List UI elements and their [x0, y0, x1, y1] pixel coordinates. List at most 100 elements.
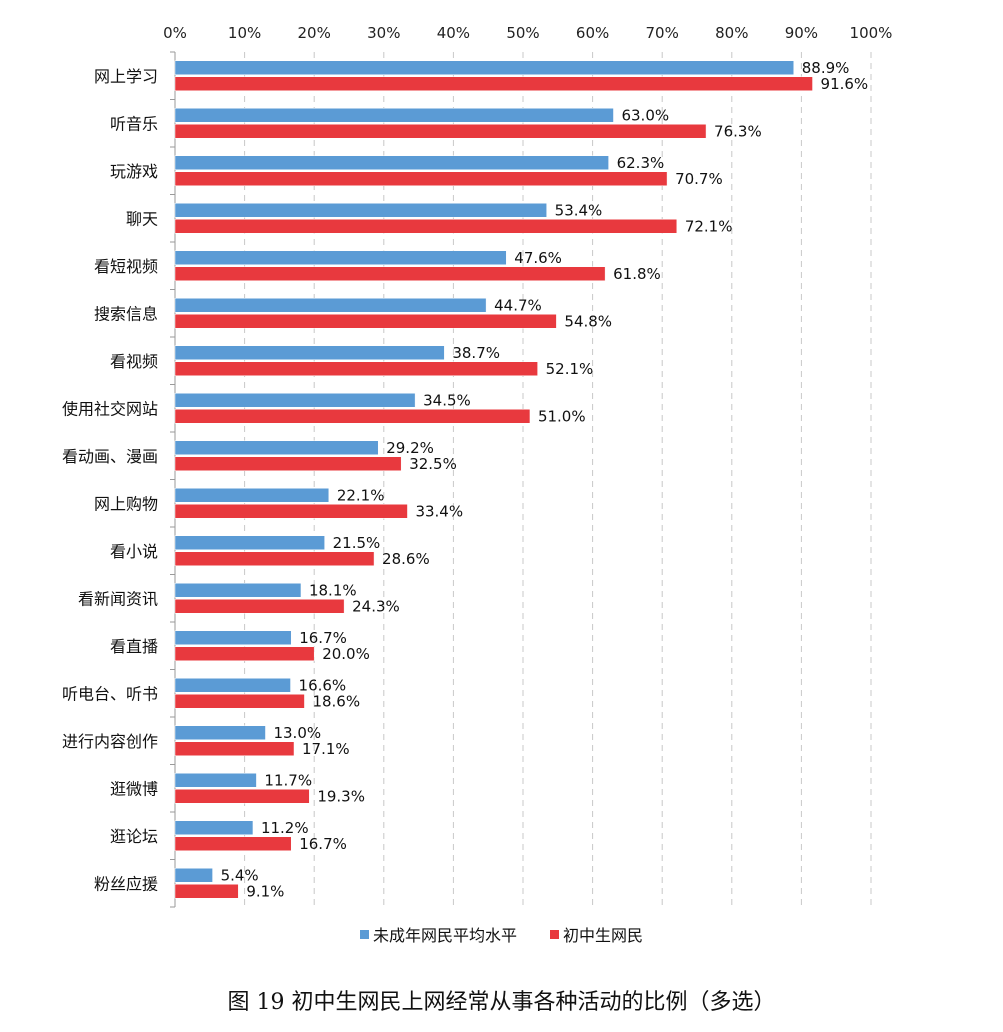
- category-label: 使用社交网站: [62, 399, 158, 418]
- category-label: 网上购物: [94, 494, 158, 513]
- bar-junior: [174, 694, 305, 709]
- value-label-average: 13.0%: [273, 724, 321, 742]
- bar-average: [174, 725, 266, 740]
- category-label: 看新闻资讯: [78, 589, 158, 608]
- value-label-average: 63.0%: [621, 106, 669, 124]
- value-label-junior: 33.4%: [415, 502, 463, 520]
- category-label: 进行内容创作: [62, 732, 158, 751]
- value-label-junior: 9.1%: [246, 882, 284, 900]
- x-tick-label: 40%: [437, 24, 470, 42]
- bar-chart: 0% 10% 20% 30% 40% 50% 60% 70% 80% 90% 100% 网上学习 88.…: [62, 24, 893, 908]
- value-label-junior: 32.5%: [409, 455, 457, 473]
- legend-item-average: 未成年网民平均水平: [359, 922, 517, 946]
- value-label-average: 38.7%: [452, 344, 500, 362]
- value-label-junior: 19.3%: [317, 787, 365, 805]
- legend: 未成年网民平均水平 初中生网民: [0, 922, 1003, 946]
- value-label-average: 34.5%: [423, 391, 471, 409]
- category-label: 玩游戏: [110, 162, 158, 181]
- value-label-junior: 51.0%: [538, 407, 586, 425]
- value-label-junior: 18.6%: [312, 692, 360, 710]
- bar-average: [174, 440, 379, 455]
- x-tick-label: 10%: [228, 24, 261, 42]
- value-label-junior: 76.3%: [714, 122, 762, 140]
- value-label-average: 11.2%: [261, 819, 309, 837]
- category-label: 逛微博: [110, 779, 158, 798]
- value-label-average: 88.9%: [802, 59, 850, 77]
- bar-average: [174, 773, 257, 788]
- category-label: 看短视频: [94, 257, 158, 276]
- x-tick-label: 90%: [785, 24, 818, 42]
- value-label-average: 53.4%: [555, 201, 603, 219]
- x-tick-label: 100%: [850, 24, 893, 42]
- bar-average: [174, 298, 487, 313]
- bar-average: [174, 203, 547, 218]
- category-label: 听音乐: [110, 114, 158, 133]
- value-label-junior: 70.7%: [675, 170, 723, 188]
- bar-junior: [174, 124, 707, 139]
- value-label-junior: 72.1%: [685, 217, 733, 235]
- bar-junior: [174, 314, 557, 329]
- bar-junior: [174, 599, 345, 614]
- bar-junior: [174, 266, 606, 281]
- bar-average: [174, 535, 325, 550]
- bar-average: [174, 108, 614, 123]
- bar-junior: [174, 884, 239, 899]
- value-label-junior: 16.7%: [299, 835, 347, 853]
- value-label-average: 44.7%: [494, 296, 542, 314]
- value-label-junior: 17.1%: [302, 740, 350, 758]
- category-label: 粉丝应援: [94, 874, 158, 893]
- legend-label-average: 未成年网民平均水平: [372, 926, 517, 945]
- x-tick-label: 80%: [715, 24, 748, 42]
- category-label: 搜索信息: [94, 304, 158, 323]
- value-label-junior: 20.0%: [322, 645, 370, 663]
- value-label-average: 62.3%: [617, 154, 665, 172]
- figure-caption: 图 19 初中生网民上网经常从事各种活动的比例（多选）: [227, 990, 776, 1015]
- bar-junior: [174, 219, 678, 234]
- bar-junior: [174, 741, 295, 756]
- bar-junior: [174, 836, 292, 851]
- legend-swatch-junior: [550, 929, 560, 939]
- legend-label-junior: 初中生网民: [563, 926, 644, 945]
- bar-average: [174, 393, 416, 408]
- x-tick-label: 60%: [576, 24, 609, 42]
- x-tick-label: 0%: [163, 24, 187, 42]
- value-label-average: 5.4%: [221, 866, 259, 884]
- bar-junior: [174, 409, 531, 424]
- value-label-junior: 24.3%: [352, 597, 400, 615]
- value-label-average: 29.2%: [386, 439, 434, 457]
- value-label-average: 16.7%: [299, 629, 347, 647]
- bar-junior: [174, 456, 402, 471]
- bar-average: [174, 155, 609, 170]
- category-label: 听电台、听书: [62, 684, 158, 703]
- bar-junior: [174, 646, 315, 661]
- x-tick-label: 50%: [506, 24, 539, 42]
- bar-average: [174, 250, 507, 265]
- value-label-junior: 61.8%: [613, 265, 661, 283]
- value-label-junior: 54.8%: [564, 312, 612, 330]
- bar-average: [174, 345, 445, 360]
- value-label-average: 18.1%: [309, 581, 357, 599]
- category-label: 网上学习: [94, 67, 158, 86]
- bar-junior: [174, 361, 538, 376]
- bar-average: [174, 868, 213, 883]
- category-label: 聊天: [126, 209, 158, 228]
- category-label: 看直播: [110, 637, 158, 656]
- legend-swatch-average: [359, 929, 369, 939]
- value-label-junior: 52.1%: [546, 360, 594, 378]
- value-label-average: 47.6%: [514, 249, 562, 267]
- bar-average: [174, 488, 330, 503]
- category-label: 看小说: [110, 542, 158, 561]
- x-tick-label: 70%: [646, 24, 679, 42]
- value-label-junior: 91.6%: [821, 75, 869, 93]
- bar-junior: [174, 504, 408, 519]
- bar-average: [174, 678, 291, 693]
- bar-average: [174, 583, 302, 598]
- x-tick-label: 30%: [367, 24, 400, 42]
- category-label: 逛论坛: [110, 827, 158, 846]
- legend-item-junior: 初中生网民: [550, 922, 643, 946]
- bar-junior: [174, 76, 813, 91]
- value-label-average: 11.7%: [264, 771, 312, 789]
- value-label-junior: 28.6%: [382, 550, 430, 568]
- category-label: 看动画、漫画: [62, 447, 158, 466]
- bar-junior: [174, 789, 310, 804]
